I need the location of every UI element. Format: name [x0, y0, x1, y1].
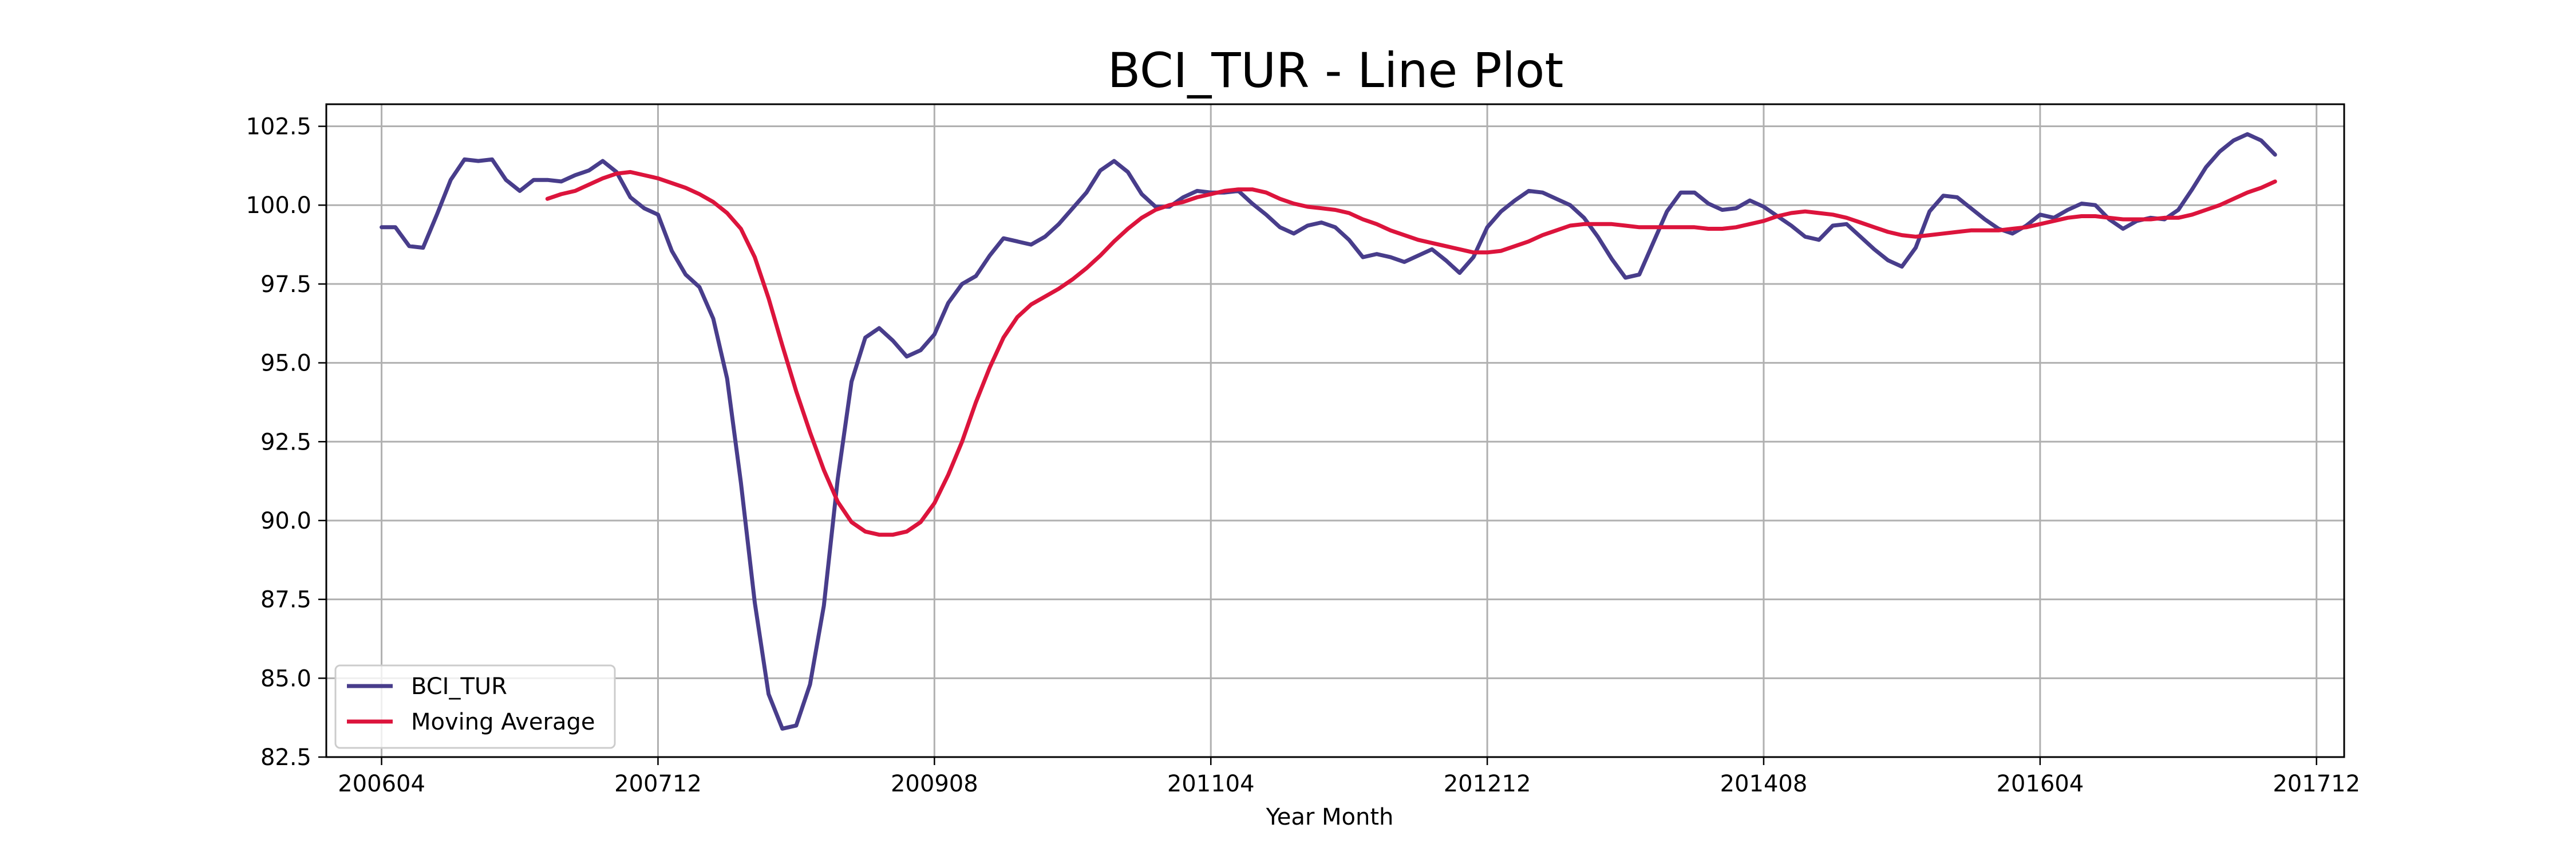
x-tick-label: 200604 — [338, 771, 425, 797]
x-tick-label: 200908 — [891, 771, 978, 797]
y-tick-label: 102.5 — [246, 114, 311, 140]
y-tick-label: 90.0 — [260, 508, 311, 534]
series-line-bci-tur — [380, 132, 2277, 731]
x-tick-label: 201212 — [1444, 771, 1531, 797]
x-axis: 200604 200712 200908 201104 201212 201408 2016… — [338, 757, 2360, 797]
x-tick-label: 201604 — [1996, 771, 2084, 797]
x-tick-label: 201104 — [1167, 771, 1255, 797]
x-tick-label: 201408 — [1720, 771, 1808, 797]
legend: BCI_TUR Moving Average — [334, 664, 616, 749]
y-tick-label: 97.5 — [260, 271, 311, 298]
chart-title: BCI_TUR - Line Plot — [1108, 42, 1564, 98]
x-axis-label: Year Month — [1266, 804, 1394, 830]
x-tick-label: 201712 — [2273, 771, 2360, 797]
plot-frame — [325, 103, 2345, 758]
x-tick-label: 200712 — [614, 771, 702, 797]
y-tick-label: 95.0 — [260, 350, 311, 377]
y-axis: 82.5 85.0 87.5 90.0 92.5 95.0 97.5 100.0 102.5 — [246, 114, 326, 771]
y-tick-label: 85.0 — [260, 665, 311, 692]
y-tick-label: 92.5 — [260, 429, 311, 455]
series-line-moving-average — [545, 170, 2277, 537]
grid — [326, 104, 2344, 758]
y-tick-label: 87.5 — [260, 587, 311, 613]
y-tick-label: 100.0 — [246, 192, 311, 219]
legend-label: BCI_TUR — [411, 673, 507, 700]
legend-box — [334, 664, 616, 749]
legend-label: Moving Average — [411, 709, 595, 735]
y-tick-label: 82.5 — [260, 744, 311, 771]
series-lines — [380, 132, 2277, 731]
